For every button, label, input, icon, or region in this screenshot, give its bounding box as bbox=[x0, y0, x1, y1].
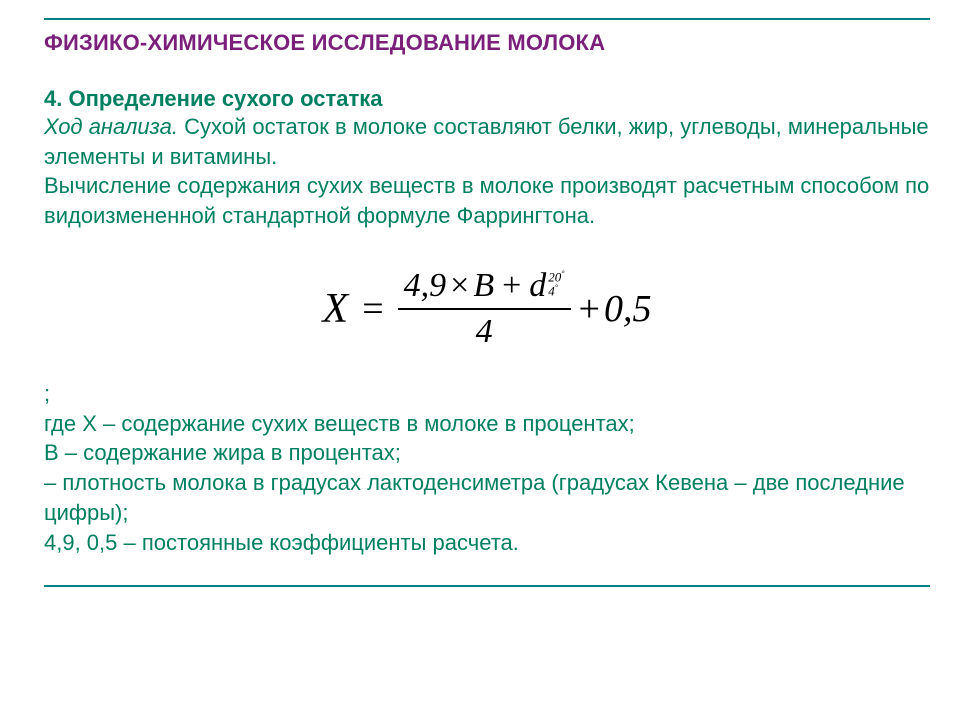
d-subscript: 4° bbox=[548, 284, 558, 298]
formula-numerator: 4,9 × B + d 20° 4° bbox=[398, 267, 571, 305]
analysis-paragraph-1: Ход анализа. Сухой остаток в молоке сост… bbox=[44, 112, 930, 171]
section-heading: 4. Определение сухого остатка bbox=[44, 86, 930, 112]
num-coef: 4,9 bbox=[404, 267, 447, 305]
page-title: ФИЗИКО-ХИМИЧЕСКОЕ ИССЛЕДОВАНИЕ МОЛОКА bbox=[44, 30, 930, 56]
section-block: 4. Определение сухого остатка Ход анализ… bbox=[44, 86, 930, 231]
legend-semicolon: ; bbox=[44, 381, 930, 407]
formula-denominator: 4 bbox=[470, 313, 499, 351]
tail-plus: + bbox=[579, 287, 600, 331]
num-times: × bbox=[450, 267, 469, 305]
num-d-group: d 20° 4° bbox=[529, 267, 564, 305]
analysis-paragraph-2: Вычисление содержания сухих веществ в мо… bbox=[44, 171, 930, 230]
formula-equals: = bbox=[362, 287, 383, 331]
bottom-rule bbox=[44, 585, 930, 587]
top-rule bbox=[44, 18, 930, 20]
tail-value: 0,5 bbox=[604, 287, 652, 331]
formula: X = 4,9 × B + d 20° 4° 4 + 0,5 bbox=[44, 267, 930, 351]
legend-line-3: – плотность молока в градусах лактоденси… bbox=[44, 468, 930, 527]
legend-line-1: где X – содержание сухих веществ в молок… bbox=[44, 409, 930, 439]
num-plus: + bbox=[502, 267, 521, 305]
run-in-label: Ход анализа. bbox=[44, 114, 178, 139]
fraction-bar bbox=[398, 308, 571, 310]
formula-lhs: X bbox=[323, 285, 349, 333]
num-d: d bbox=[529, 267, 546, 305]
legend-line-2: B – содержание жира в процентах; bbox=[44, 438, 930, 468]
formula-fraction: 4,9 × B + d 20° 4° 4 bbox=[398, 267, 571, 351]
d-supsub: 20° 4° bbox=[548, 270, 564, 298]
d-superscript: 20° bbox=[548, 270, 564, 284]
num-b: B bbox=[473, 267, 494, 305]
legend-line-4: 4,9, 0,5 – постоянные коэффициенты расче… bbox=[44, 528, 930, 558]
